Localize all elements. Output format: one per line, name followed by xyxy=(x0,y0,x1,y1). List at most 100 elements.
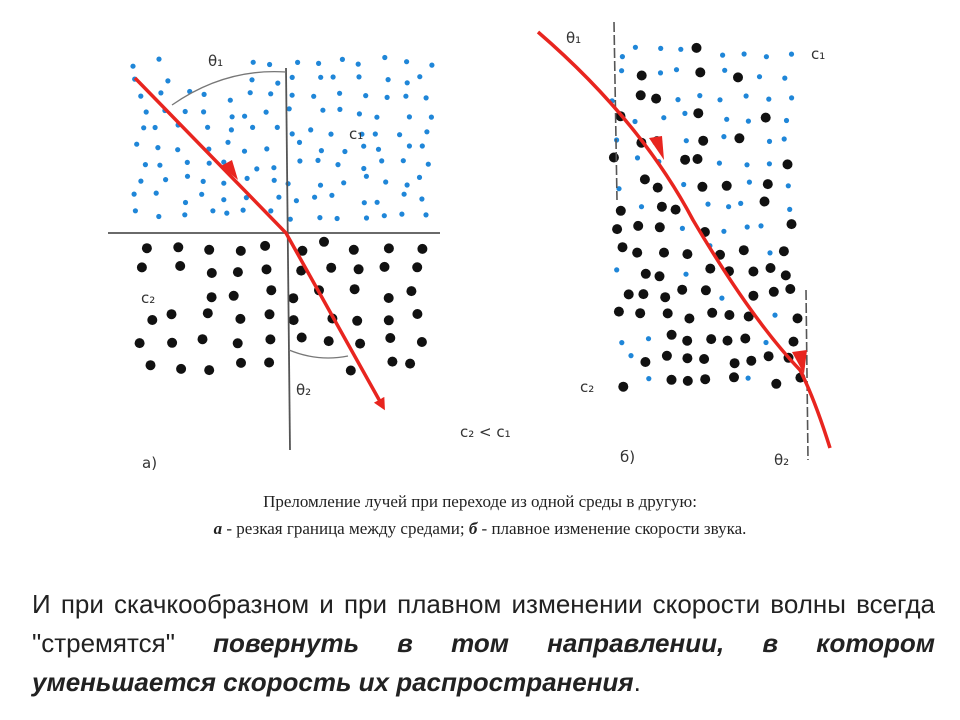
black-particle xyxy=(760,112,771,123)
black-particle xyxy=(782,159,793,170)
black-particle xyxy=(706,334,717,345)
blue-particle xyxy=(766,161,773,167)
black-particle xyxy=(166,309,177,320)
black-particle xyxy=(786,219,797,230)
black-particle xyxy=(297,245,308,256)
blue-particle xyxy=(361,165,367,172)
blue-particle xyxy=(763,339,769,346)
blue-particle xyxy=(225,139,231,145)
black-particle xyxy=(264,309,275,320)
panel-b-ray-low-arrow xyxy=(792,350,807,374)
body-text-normal: И при скачкообразном и при плавном измен… xyxy=(32,589,935,658)
black-particle xyxy=(748,266,759,277)
black-particle xyxy=(319,236,329,247)
black-particle xyxy=(680,154,691,165)
black-particle xyxy=(145,360,156,371)
blue-particle xyxy=(632,118,638,125)
panel-b-curved-ray xyxy=(536,30,832,449)
black-particle xyxy=(698,135,709,146)
black-particle xyxy=(695,67,706,78)
blue-particle xyxy=(661,115,667,121)
blue-particle xyxy=(318,74,324,80)
blue-particle xyxy=(254,166,260,172)
blue-particle xyxy=(397,132,403,138)
black-particle xyxy=(724,310,735,320)
blue-particle xyxy=(271,165,277,171)
body-text-end: . xyxy=(633,667,641,697)
blue-particle xyxy=(241,148,248,154)
caption-b-text: - плавное изменение скорости звука. xyxy=(477,519,747,538)
panel-a-particles xyxy=(130,54,435,376)
blue-particle xyxy=(311,93,317,99)
blue-particle xyxy=(182,212,188,218)
blue-particle xyxy=(355,61,361,67)
black-particle xyxy=(615,205,626,216)
blue-particle xyxy=(317,182,324,188)
black-particle xyxy=(670,204,681,215)
blue-particle xyxy=(320,107,326,113)
blue-particle xyxy=(616,186,622,192)
black-particle xyxy=(613,306,624,317)
blue-particle xyxy=(201,91,207,97)
blue-particle xyxy=(335,162,341,168)
blue-particle xyxy=(182,199,189,206)
panel-b-label: б) xyxy=(620,448,635,466)
blue-particle xyxy=(375,146,382,152)
black-particle xyxy=(785,284,796,294)
blue-particle xyxy=(134,141,140,147)
blue-particle xyxy=(156,213,162,220)
blue-particle xyxy=(356,74,362,80)
blue-particle xyxy=(419,196,425,202)
black-particle xyxy=(722,335,733,346)
black-particle xyxy=(202,308,213,319)
black-particle xyxy=(323,336,334,347)
blue-particle xyxy=(634,155,641,161)
panel-a-refracted-ray xyxy=(133,76,385,411)
blue-particle xyxy=(138,178,144,184)
blue-particle xyxy=(227,97,233,103)
blue-particle xyxy=(697,93,703,99)
black-particle xyxy=(763,351,774,362)
panel-a-theta1-label: θ₁ xyxy=(208,52,223,70)
blue-particle xyxy=(287,216,293,222)
black-particle xyxy=(768,286,779,297)
blue-particle xyxy=(738,200,744,206)
black-particle xyxy=(651,93,662,104)
blue-particle xyxy=(276,194,282,200)
black-particle xyxy=(232,267,243,278)
blue-particle xyxy=(361,143,367,149)
blue-particle xyxy=(381,213,387,219)
blue-particle xyxy=(221,159,227,165)
blue-particle xyxy=(318,148,324,154)
black-particle xyxy=(608,152,619,163)
black-particle xyxy=(204,244,215,255)
blue-particle xyxy=(132,208,138,214)
blue-particle xyxy=(184,173,191,179)
blue-particle xyxy=(726,204,732,210)
black-particle xyxy=(705,263,716,274)
black-particle xyxy=(682,375,693,386)
black-particle xyxy=(746,355,757,366)
theta1-arc xyxy=(171,70,287,106)
blue-particle xyxy=(271,177,277,183)
black-particle xyxy=(765,263,776,273)
black-particle xyxy=(348,244,359,255)
blue-particle xyxy=(721,228,727,234)
black-particle xyxy=(692,154,703,164)
blue-particle xyxy=(722,67,728,73)
black-particle xyxy=(740,333,751,344)
blue-particle xyxy=(158,90,164,96)
panel-a-ray-mid-arrow xyxy=(221,160,238,180)
black-particle xyxy=(635,90,646,101)
blue-particle xyxy=(182,108,188,115)
blue-particle xyxy=(743,93,749,99)
blue-particle xyxy=(274,124,280,130)
black-particle xyxy=(288,293,299,304)
black-particle xyxy=(412,309,423,319)
black-particle xyxy=(635,308,646,319)
blue-particle xyxy=(363,93,369,99)
black-particle xyxy=(682,249,693,260)
black-particle xyxy=(633,220,644,231)
blue-particle xyxy=(785,183,791,189)
blue-particle xyxy=(417,74,423,80)
